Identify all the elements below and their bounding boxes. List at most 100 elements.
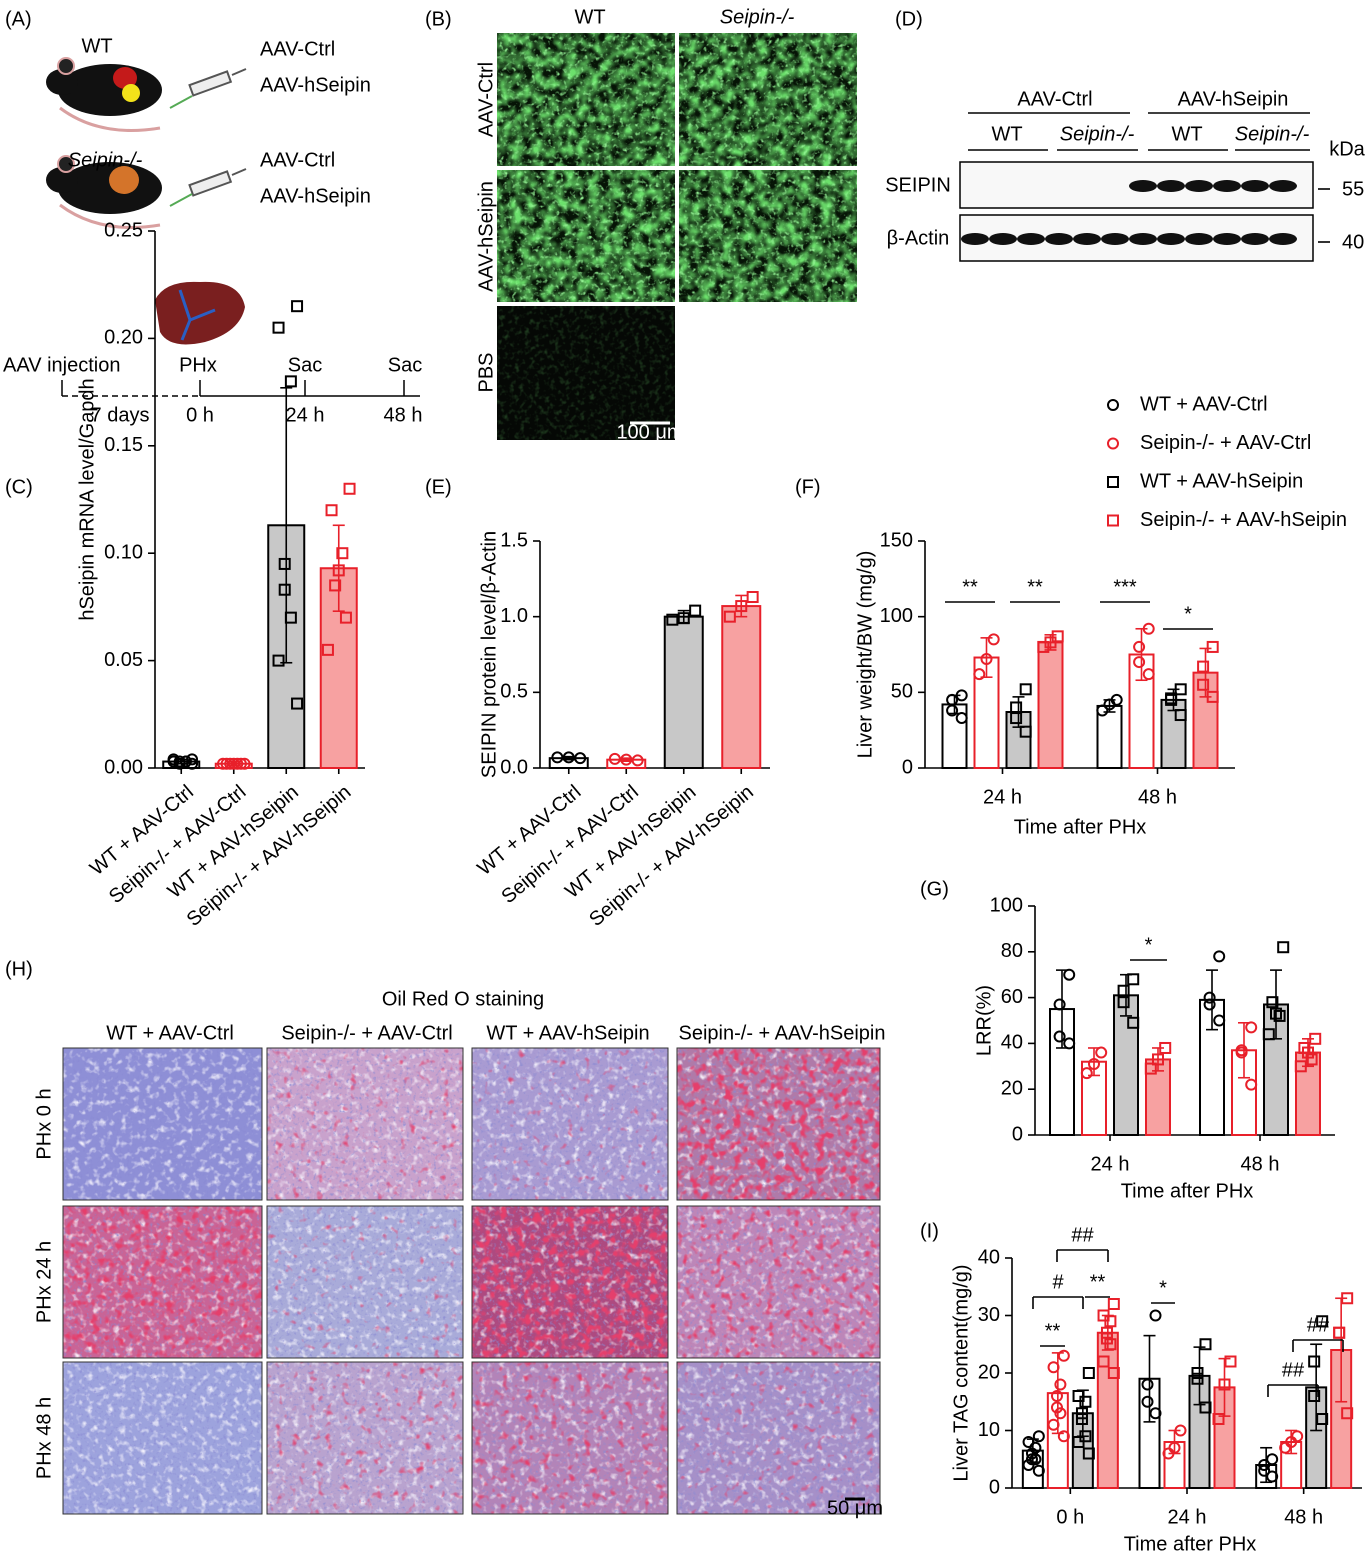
- micrograph-texture: [677, 1048, 880, 1200]
- blot-band: [1185, 180, 1213, 192]
- data-point: [1032, 1430, 1045, 1443]
- y-axis-title: hSeipin mRNA level/Gapdh: [76, 378, 98, 620]
- significance-label: **: [1090, 1271, 1106, 1293]
- y-tick-label: 100: [990, 894, 1023, 916]
- data-point: [1082, 1367, 1095, 1379]
- data-point: [1088, 1058, 1100, 1071]
- error-bar: [332, 524, 345, 612]
- y-tick-label: 60: [1001, 986, 1023, 1008]
- panel-label: (D): [895, 8, 923, 30]
- data-point: [1341, 1407, 1354, 1420]
- data-point: [1107, 399, 1119, 411]
- y-tick-label: 0: [1012, 1123, 1023, 1145]
- data-point: [325, 504, 338, 517]
- data-point: [1273, 1009, 1286, 1022]
- data-point: [946, 693, 959, 706]
- legend-label: WT + AAV-hSeipin: [1140, 470, 1303, 492]
- micrograph-texture: [267, 1048, 463, 1200]
- y-tick-label: 10: [978, 1419, 1000, 1441]
- y-tick-label: 0.05: [104, 649, 143, 671]
- data-point: [1266, 996, 1279, 1009]
- column-header: WT + AAV-hSeipin: [486, 1022, 649, 1044]
- genotype-label: Seipin-/-: [68, 149, 143, 171]
- data-point: [1133, 656, 1146, 669]
- data-point: [1213, 1014, 1226, 1027]
- data-point: [666, 613, 679, 626]
- timeline-event: PHx: [179, 354, 217, 376]
- y-tick-label: 0: [902, 756, 913, 778]
- data-point: [1117, 996, 1130, 1009]
- genotype-label: WT: [991, 123, 1022, 145]
- legend-label: Seipin-/- + AAV-hSeipin: [1140, 509, 1347, 531]
- bar: [1037, 641, 1064, 769]
- data-point: [689, 604, 702, 617]
- significance-label: ##: [1307, 1314, 1330, 1336]
- significance-label: **: [962, 576, 978, 598]
- micrograph-frame: [471, 1361, 669, 1515]
- data-point: [1107, 437, 1119, 450]
- data-point: [574, 752, 587, 765]
- panel-label: (C): [5, 476, 33, 498]
- significance-label: *: [1184, 603, 1192, 625]
- blot-band: [1129, 180, 1157, 192]
- blot-band: [1213, 180, 1241, 192]
- x-tick-label: 48 h: [1284, 1506, 1323, 1528]
- blot-band: [1073, 233, 1101, 245]
- y-axis-title: LRR(%): [973, 985, 995, 1056]
- scale-bar-label: 50 μm: [827, 1497, 883, 1519]
- data-point: [1072, 1436, 1085, 1448]
- genotype-label: Seipin-/-: [1235, 123, 1310, 145]
- micrograph-divider: [675, 33, 679, 303]
- y-tick-label: 80: [1001, 940, 1023, 962]
- unit-label: kDa: [1329, 138, 1365, 160]
- micrograph-texture: [679, 33, 857, 166]
- data-point: [1082, 1447, 1095, 1460]
- data-point: [1117, 984, 1130, 997]
- data-point: [955, 689, 968, 702]
- bar: [663, 615, 704, 770]
- panel-label: (G): [920, 878, 949, 900]
- data-point: [1079, 1395, 1092, 1408]
- data-point: [1107, 514, 1119, 527]
- data-point: [608, 752, 621, 765]
- data-point: [1127, 973, 1140, 986]
- data-point: [1266, 1470, 1279, 1483]
- data-point: [723, 610, 736, 623]
- timeline-event: AAV injection: [3, 354, 120, 376]
- micrograph-frame: [62, 1205, 263, 1359]
- data-point: [631, 754, 644, 767]
- x-tick-label: 48 h: [1138, 786, 1177, 808]
- protein-label: SEIPIN: [885, 174, 951, 196]
- data-point: [1235, 1046, 1248, 1059]
- micrograph-texture: [63, 1206, 262, 1358]
- micrograph-frame: [266, 1361, 464, 1515]
- blot-band: [1129, 233, 1157, 245]
- data-point: [980, 653, 993, 666]
- data-point: [179, 755, 192, 768]
- data-point: [329, 579, 342, 592]
- data-point: [987, 633, 1000, 646]
- data-point: [1245, 1078, 1258, 1091]
- data-point: [735, 600, 748, 613]
- micrograph-texture: [267, 1206, 463, 1358]
- treatment-label: AAV-Ctrl: [260, 38, 335, 60]
- y-tick-label: 0.5: [500, 681, 528, 703]
- significance-label: ##: [1071, 1224, 1094, 1246]
- data-point: [551, 751, 564, 764]
- data-point: [186, 753, 199, 766]
- data-point: [1277, 941, 1290, 954]
- data-point: [321, 643, 334, 656]
- marker-label: 55: [1342, 178, 1364, 200]
- data-point: [1141, 1378, 1154, 1391]
- data-point: [1305, 1053, 1318, 1066]
- data-point: [1051, 630, 1064, 643]
- column-header: WT: [574, 6, 605, 28]
- data-point: [1165, 693, 1178, 706]
- data-point: [1279, 1441, 1292, 1454]
- marker-label: 40: [1342, 231, 1364, 253]
- significance-label: #: [1052, 1271, 1064, 1293]
- timeline-event: Sac: [388, 354, 422, 376]
- data-point: [332, 564, 345, 577]
- data-point: [291, 300, 304, 313]
- y-tick-label: 30: [978, 1304, 1000, 1326]
